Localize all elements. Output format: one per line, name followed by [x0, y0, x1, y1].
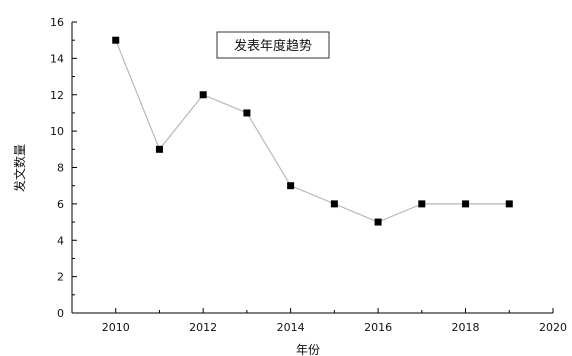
- series-markers: [112, 36, 513, 226]
- series-line-segment: [158, 94, 204, 150]
- chart-title-box: 发表年度趋势: [216, 31, 330, 59]
- y-tick-label: 14: [50, 52, 64, 65]
- data-point-marker: [287, 182, 295, 190]
- x-tick-label: 2020: [539, 321, 567, 334]
- data-point-marker: [462, 200, 470, 208]
- x-tick-label: 2014: [277, 321, 305, 334]
- y-tick-label: 16: [50, 16, 64, 29]
- y-axis-label: 发文数量: [12, 144, 27, 192]
- chart-title: 发表年度趋势: [234, 38, 312, 54]
- data-point-marker: [374, 218, 382, 226]
- y-tick-label: 8: [57, 162, 64, 175]
- series-line-segment: [290, 185, 335, 205]
- x-tick-label: 2012: [189, 321, 217, 334]
- series-lines: [115, 39, 510, 223]
- y-tick-label: 10: [50, 125, 64, 138]
- data-point-marker: [505, 200, 513, 208]
- y-tick-label: 0: [57, 307, 64, 320]
- series-line-segment: [202, 94, 248, 114]
- data-point-marker: [418, 200, 426, 208]
- data-point-marker: [243, 109, 251, 117]
- data-point-marker: [330, 200, 338, 208]
- y-tick-label: 6: [57, 198, 64, 211]
- y-tick-label: 4: [57, 234, 64, 247]
- ticks: 0 2 4 6 8 10 12 14 16 2010 2012 2014 2016 2018 2020: [50, 16, 567, 334]
- y-tick-label: 12: [50, 89, 64, 102]
- data-point-marker: [199, 91, 207, 99]
- series-line-segment: [377, 203, 423, 223]
- data-point-marker: [112, 36, 120, 44]
- series-line-segment: [246, 112, 292, 186]
- series-line-segment: [334, 203, 379, 223]
- x-tick-label: 2018: [452, 321, 480, 334]
- y-tick-label: 2: [57, 271, 64, 284]
- chart-title-frame: [216, 31, 330, 59]
- data-point-marker: [155, 145, 163, 153]
- x-tick-label: 2010: [102, 321, 130, 334]
- axes: [71, 22, 553, 314]
- series-line-segment: [115, 39, 161, 150]
- x-tick-label: 2016: [364, 321, 392, 334]
- x-axis-label: 年份: [296, 343, 320, 356]
